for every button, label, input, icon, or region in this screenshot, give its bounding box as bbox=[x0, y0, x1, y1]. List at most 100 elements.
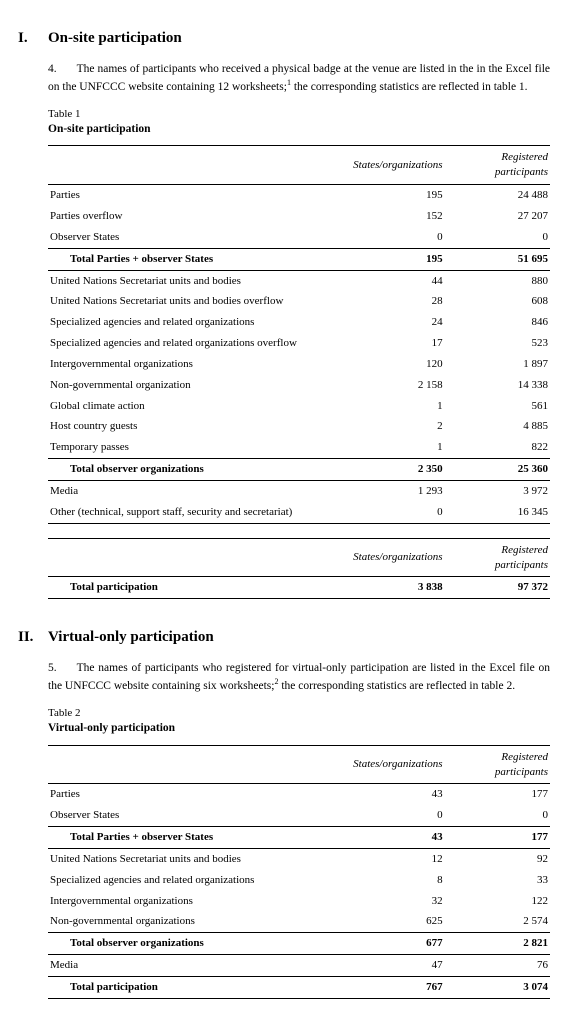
cell-c1: 120 bbox=[339, 354, 444, 375]
cell-c1: 2 350 bbox=[339, 459, 444, 481]
cell-c2: 122 bbox=[445, 891, 550, 912]
cell-label: Total observer organizations bbox=[48, 933, 339, 955]
section-2-title: Virtual-only participation bbox=[48, 627, 214, 647]
table-row: Temporary passes1822 bbox=[48, 437, 550, 458]
cell-label: Media bbox=[48, 480, 339, 501]
table-row: United Nations Secretariat units and bod… bbox=[48, 291, 550, 312]
table-row: Specialized agencies and related organiz… bbox=[48, 333, 550, 354]
table-row: Media4776 bbox=[48, 955, 550, 977]
cell-label: Non-governmental organization bbox=[48, 375, 339, 396]
cell-c1: 12 bbox=[339, 848, 444, 869]
table-1-total-header: States/organizations Registered particip… bbox=[48, 538, 550, 577]
cell-c2: 880 bbox=[445, 270, 550, 291]
table-1-total: States/organizations Registered particip… bbox=[48, 538, 550, 600]
cell-c1: 1 bbox=[339, 396, 444, 417]
cell-c2: 76 bbox=[445, 955, 550, 977]
cell-label: Total observer organizations bbox=[48, 459, 339, 481]
t1t-h2: Registered participants bbox=[445, 538, 550, 577]
table-row: Specialized agencies and related organiz… bbox=[48, 312, 550, 333]
t1t-h1: States/organizations bbox=[339, 538, 444, 577]
table-row: United Nations Secretariat units and bod… bbox=[48, 270, 550, 291]
table-2-h2: Registered participants bbox=[445, 745, 550, 784]
cell-c2: 27 207 bbox=[445, 206, 550, 227]
table-1-h2: Registered participants bbox=[445, 146, 550, 185]
t1t-c2: 97 372 bbox=[445, 577, 550, 599]
cell-c1: 0 bbox=[339, 805, 444, 826]
table-row: United Nations Secretariat units and bod… bbox=[48, 848, 550, 869]
table-row: Non-governmental organization2 15814 338 bbox=[48, 375, 550, 396]
cell-label: Intergovernmental organizations bbox=[48, 354, 339, 375]
cell-c2: 523 bbox=[445, 333, 550, 354]
cell-label: Parties overflow bbox=[48, 206, 339, 227]
cell-c1: 28 bbox=[339, 291, 444, 312]
cell-c1: 47 bbox=[339, 955, 444, 977]
cell-c2: 561 bbox=[445, 396, 550, 417]
table-row: Parties overflow15227 207 bbox=[48, 206, 550, 227]
table-2-h0 bbox=[48, 745, 339, 784]
cell-c2: 2 821 bbox=[445, 933, 550, 955]
table-row: Total Parties + observer States19551 695 bbox=[48, 248, 550, 270]
table-row: Total Parties + observer States43177 bbox=[48, 827, 550, 849]
table-row: Other (technical, support staff, securit… bbox=[48, 502, 550, 523]
cell-label: United Nations Secretariat units and bod… bbox=[48, 270, 339, 291]
table-1-total-row: Total participation 3 838 97 372 bbox=[48, 577, 550, 599]
cell-c2: 16 345 bbox=[445, 502, 550, 523]
cell-c2: 3 972 bbox=[445, 480, 550, 501]
table-row: Global climate action1561 bbox=[48, 396, 550, 417]
table-1-caption: Table 1 On-site participation bbox=[48, 107, 550, 137]
cell-label: Observer States bbox=[48, 805, 339, 826]
table-2-h1: States/organizations bbox=[339, 745, 444, 784]
cell-label: Total Parties + observer States bbox=[48, 248, 339, 270]
table-row: Media1 2933 972 bbox=[48, 480, 550, 501]
cell-c2: 25 360 bbox=[445, 459, 550, 481]
section-1-para: 4.The names of participants who received… bbox=[48, 62, 550, 95]
cell-label: Host country guests bbox=[48, 416, 339, 437]
table-row: Observer States00 bbox=[48, 805, 550, 826]
cell-c2: 177 bbox=[445, 827, 550, 849]
cell-label: Global climate action bbox=[48, 396, 339, 417]
table-row: Host country guests24 885 bbox=[48, 416, 550, 437]
cell-c2: 846 bbox=[445, 312, 550, 333]
para-text-b: the corresponding statistics are reflect… bbox=[291, 81, 528, 93]
table-1-label: Table 1 bbox=[48, 107, 550, 122]
section-2-para: 5.The names of participants who register… bbox=[48, 661, 550, 694]
cell-c1: 8 bbox=[339, 870, 444, 891]
table-row: Intergovernmental organizations1201 897 bbox=[48, 354, 550, 375]
cell-label: Specialized agencies and related organiz… bbox=[48, 870, 339, 891]
cell-c2: 4 885 bbox=[445, 416, 550, 437]
cell-c1: 195 bbox=[339, 185, 444, 206]
table-1-h0 bbox=[48, 146, 339, 185]
table-2-title: Virtual-only participation bbox=[48, 721, 550, 737]
cell-c2: 33 bbox=[445, 870, 550, 891]
cell-label: Total Parties + observer States bbox=[48, 827, 339, 849]
cell-c2: 1 897 bbox=[445, 354, 550, 375]
cell-c1: 152 bbox=[339, 206, 444, 227]
cell-label: Specialized agencies and related organiz… bbox=[48, 312, 339, 333]
table-row: Parties43177 bbox=[48, 784, 550, 805]
cell-c2: 0 bbox=[445, 805, 550, 826]
para2-text-b: the corresponding statistics are reflect… bbox=[278, 680, 515, 692]
cell-label: Parties bbox=[48, 185, 339, 206]
table-row: Non-governmental organizations6252 574 bbox=[48, 911, 550, 932]
cell-label: Media bbox=[48, 955, 339, 977]
table-1-h1: States/organizations bbox=[339, 146, 444, 185]
cell-c2: 608 bbox=[445, 291, 550, 312]
table-2: States/organizations Registered particip… bbox=[48, 745, 550, 999]
t1t-h0 bbox=[48, 538, 339, 577]
cell-c1: 625 bbox=[339, 911, 444, 932]
cell-c2: 0 bbox=[445, 227, 550, 248]
cell-c1: 24 bbox=[339, 312, 444, 333]
table-row: Total observer organizations6772 821 bbox=[48, 933, 550, 955]
cell-c1: 1 bbox=[339, 437, 444, 458]
cell-c1: 0 bbox=[339, 227, 444, 248]
t1t-c1: 3 838 bbox=[339, 577, 444, 599]
cell-c1: 767 bbox=[339, 976, 444, 998]
cell-c1: 44 bbox=[339, 270, 444, 291]
cell-c2: 2 574 bbox=[445, 911, 550, 932]
cell-c1: 0 bbox=[339, 502, 444, 523]
cell-c2: 92 bbox=[445, 848, 550, 869]
table-2-caption: Table 2 Virtual-only participation bbox=[48, 706, 550, 736]
section-2-roman: II. bbox=[18, 627, 48, 647]
cell-c1: 195 bbox=[339, 248, 444, 270]
table-row: Observer States00 bbox=[48, 227, 550, 248]
